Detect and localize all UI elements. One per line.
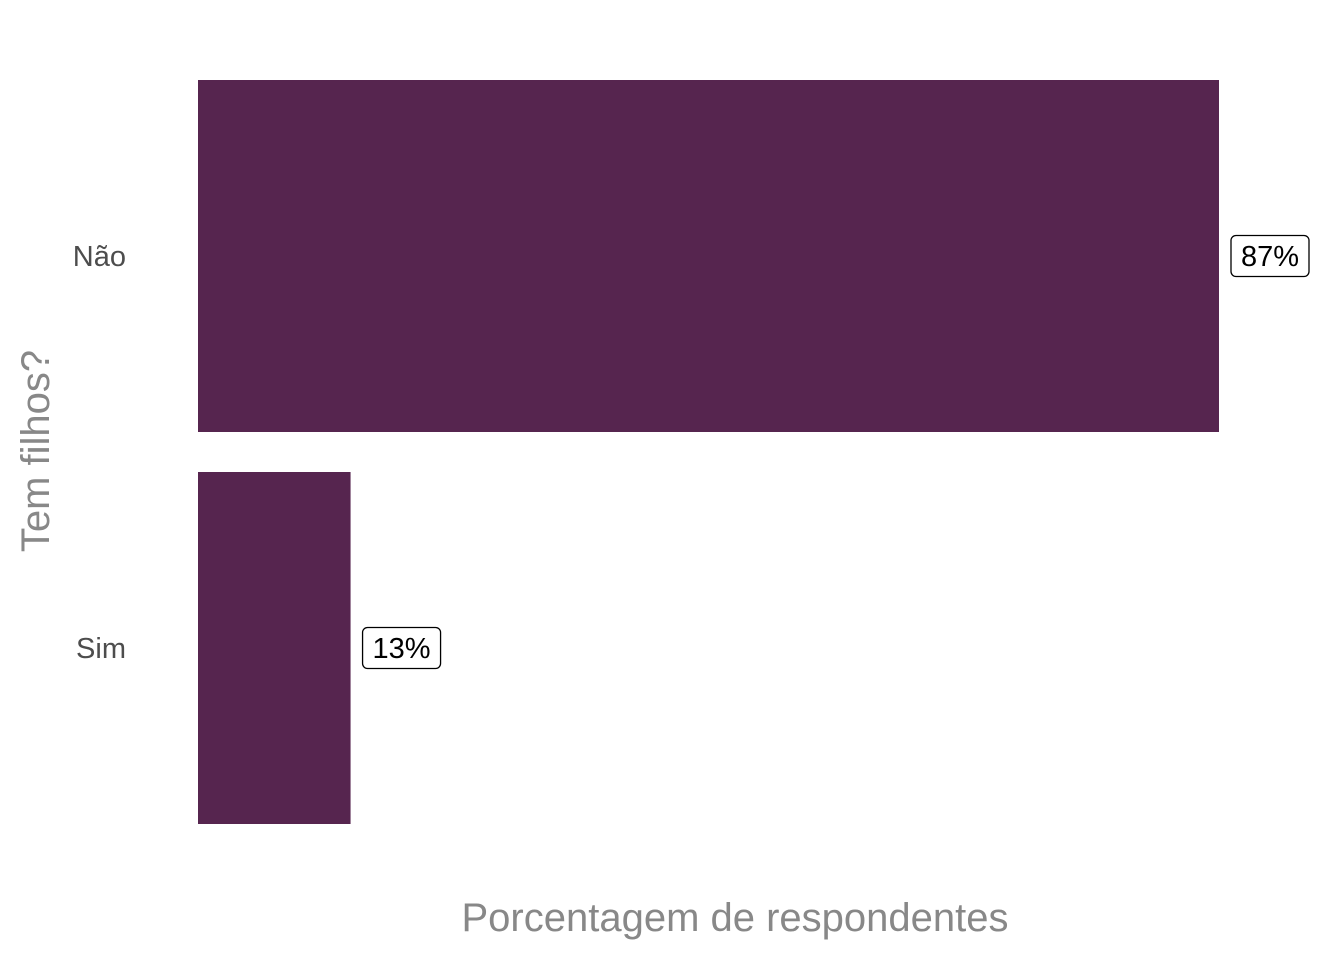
y-axis-title: Tem filhos? [14,350,58,552]
bar-sim [198,472,351,824]
data-label-box [361,626,442,670]
bar-nao [198,80,1219,432]
data-labels-layer: 87% 13% [361,234,1310,670]
data-label-nao: 87% [1230,234,1310,278]
y-tick-labels-layer: Não Sim [73,241,126,665]
y-tick-label-sim: Sim [76,633,126,665]
y-tick-label-nao: Não [73,241,126,273]
bars-layer [198,80,1219,824]
data-label-sim: 13% [361,626,442,670]
data-label-box [1230,234,1310,278]
data-label-text: 87% [1241,241,1299,273]
data-label-text: 13% [373,633,431,665]
x-axis-title: Porcentagem de respondentes [461,896,1008,940]
